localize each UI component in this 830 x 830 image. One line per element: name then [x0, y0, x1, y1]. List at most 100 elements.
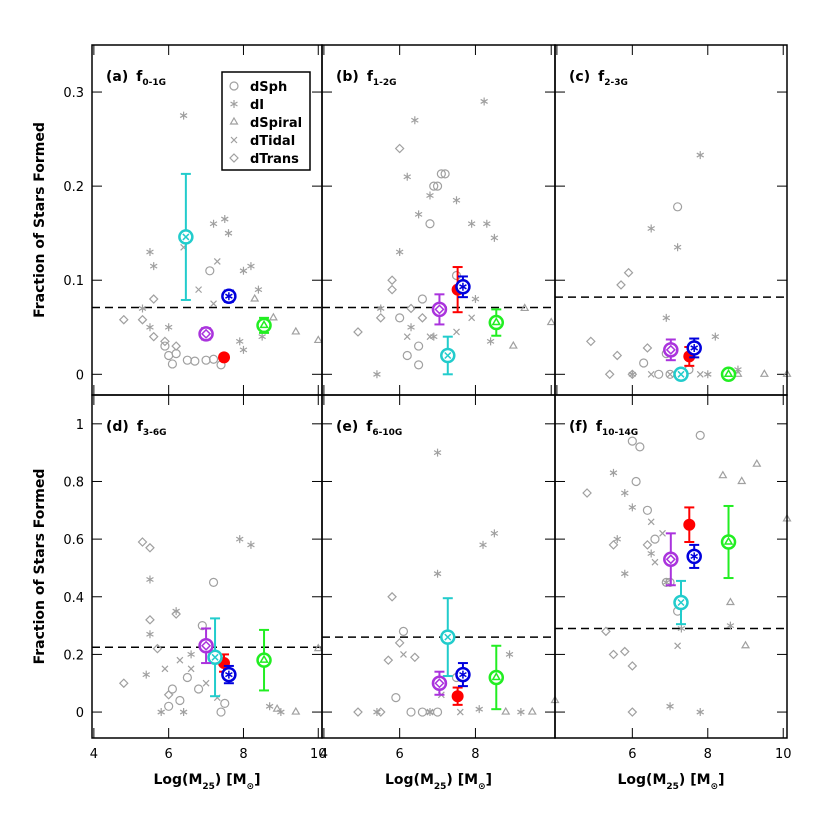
- data-point: [527, 706, 537, 715]
- marker-shape: [145, 542, 155, 553]
- data-point: [635, 442, 645, 452]
- marker-shape: [407, 323, 415, 332]
- marker-shape: [210, 300, 217, 308]
- x-tick-label: 10: [310, 747, 327, 762]
- data-point: [398, 626, 409, 636]
- marker-shape: [690, 552, 699, 561]
- marker-shape: [508, 340, 518, 349]
- marker-shape: [425, 219, 435, 229]
- data-point: [239, 345, 248, 354]
- data-point: [395, 247, 404, 256]
- marker-shape: [149, 262, 158, 271]
- mean-marker: [686, 548, 702, 565]
- panel-subscript: 10-14G: [602, 428, 638, 438]
- data-point: [208, 354, 219, 364]
- data-point: [175, 695, 185, 706]
- marker-shape: [666, 370, 674, 378]
- data-point: [395, 313, 405, 323]
- marker-shape: [654, 369, 664, 379]
- marker-shape: [118, 314, 129, 325]
- x-axis-label-part: ]: [254, 772, 260, 788]
- panel: 0 0.1 0.2 0.3 (a) f0-1G dSph dI dSpiral dTidal dTr…: [32, 44, 323, 396]
- data-point: [220, 698, 230, 709]
- data-point: [394, 638, 405, 648]
- marker-shape: [394, 638, 405, 648]
- data-point: [182, 355, 192, 365]
- marker-shape: [202, 679, 210, 687]
- panel-title: f: [136, 69, 143, 85]
- marker-shape: [209, 219, 218, 228]
- data-point: [601, 626, 611, 637]
- panel-frame: [91, 394, 323, 739]
- mean-marker: [686, 340, 702, 356]
- marker-shape: [353, 327, 363, 337]
- data-point: [265, 702, 274, 711]
- marker-shape: [197, 620, 207, 631]
- marker-shape: [665, 554, 676, 565]
- marker-shape: [224, 229, 233, 238]
- marker-ring: [720, 534, 737, 550]
- marker-shape: [146, 630, 154, 639]
- marker-ring: [256, 652, 272, 668]
- marker-shape: [647, 370, 655, 378]
- data-point: [277, 708, 285, 717]
- marker-shape: [216, 707, 226, 717]
- marker-shape: [403, 172, 412, 181]
- legend-marker: [229, 116, 239, 125]
- data-point: [209, 219, 218, 228]
- data-point: [726, 621, 735, 630]
- marker-shape: [187, 650, 195, 659]
- legend-marker: [230, 100, 238, 108]
- marker-shape: [182, 233, 190, 241]
- data-point: [391, 693, 401, 703]
- data-point: [725, 597, 735, 606]
- data-point: [696, 708, 705, 717]
- x-axis-label-part: 25: [666, 782, 679, 792]
- data-point: [160, 336, 170, 347]
- marker-shape: [406, 707, 416, 717]
- marker-shape: [650, 534, 660, 544]
- data-point: [627, 707, 638, 717]
- data-point: [752, 458, 762, 467]
- data-point: [426, 333, 434, 341]
- marker-shape: [179, 708, 188, 717]
- marker-shape: [414, 341, 424, 351]
- marker-shape: [659, 529, 666, 537]
- marker-shape: [623, 267, 634, 278]
- x-tick-label: 6: [165, 747, 173, 762]
- marker-shape: [582, 488, 592, 498]
- marker-shape: [429, 332, 438, 341]
- data-point: [639, 358, 649, 368]
- mean-marker: [440, 629, 456, 645]
- marker-shape: [662, 313, 671, 322]
- data-point: [759, 369, 769, 377]
- panel-title: f: [366, 419, 373, 435]
- marker-shape: [400, 650, 407, 658]
- data-point: [146, 630, 154, 639]
- data-point: [674, 642, 682, 650]
- marker-shape: [432, 181, 443, 191]
- legend-label: dTrans: [250, 152, 299, 167]
- data-point: [456, 708, 464, 716]
- y-tick-label: 0.3: [63, 86, 84, 101]
- data-point: [490, 233, 499, 242]
- data-point: [167, 684, 178, 694]
- data-point: [171, 609, 181, 619]
- marker-shape: [417, 313, 428, 323]
- y-tick-label: 1: [76, 418, 84, 433]
- marker-shape: [376, 304, 385, 313]
- data-point: [138, 304, 147, 313]
- panel-letter: (d): [106, 419, 129, 435]
- data-point: [628, 503, 637, 512]
- marker-shape: [433, 569, 442, 578]
- marker-shape: [353, 707, 363, 717]
- marker-shape: [601, 626, 611, 637]
- marker-shape: [259, 319, 269, 329]
- y-tick-label: 0.8: [63, 475, 84, 490]
- marker-shape: [409, 652, 420, 663]
- data-point: [490, 529, 499, 538]
- marker-shape: [673, 243, 682, 252]
- data-point: [291, 326, 301, 335]
- marker-shape: [711, 332, 720, 341]
- marker-shape: [160, 336, 170, 347]
